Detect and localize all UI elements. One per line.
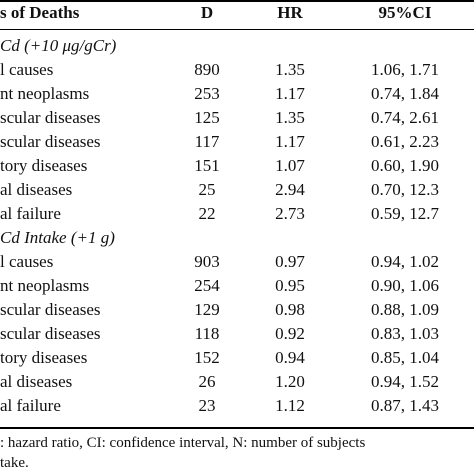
header-cell: D	[200, 3, 214, 22]
table-cell: 0.61, 2.23	[371, 132, 439, 151]
table-cell: 0.95	[275, 276, 305, 295]
table-cell: tory diseases	[0, 348, 88, 367]
header-cell: 95%CI	[378, 3, 432, 22]
table-cell: al diseases	[0, 180, 73, 199]
table-cell: 1.12	[275, 396, 305, 415]
table-cell: 125	[194, 108, 220, 127]
table-cell: 118	[194, 324, 220, 343]
table-cell: 1.17	[275, 84, 305, 103]
table-cell: 151	[194, 156, 220, 175]
table-cell: nt neoplasms	[0, 276, 90, 295]
table-cell: 1.06, 1.71	[371, 60, 439, 79]
header-cell: HR	[277, 3, 303, 22]
table-cell: 0.59, 12.7	[371, 204, 439, 223]
section-title: Cd Intake (+1 g)	[0, 228, 115, 247]
bottom-rule	[0, 427, 474, 429]
table-cell: 0.98	[275, 300, 305, 319]
table-cell: 253	[194, 84, 220, 103]
table-cell: 2.94	[275, 180, 305, 199]
table-cell: 0.94, 1.02	[371, 252, 439, 271]
table-cell: 117	[194, 132, 220, 151]
table-cell: 0.83, 1.03	[371, 324, 439, 343]
table-cell: 1.20	[275, 372, 305, 391]
table-cell: 1.35	[275, 60, 305, 79]
section-title: Cd (+10 μg/gCr)	[0, 36, 117, 55]
top-rule	[0, 0, 474, 2]
table-cell: 0.90, 1.06	[371, 276, 439, 295]
table-cell: scular diseases	[0, 324, 101, 343]
table-cell: 23	[198, 396, 216, 415]
table-cell: 0.88, 1.09	[371, 300, 439, 319]
table-cell: 903	[194, 252, 220, 271]
footnote: take.	[0, 455, 29, 471]
table-cell: l causes	[0, 60, 54, 79]
table-cell: scular diseases	[0, 300, 101, 319]
table-cell: 0.60, 1.90	[371, 156, 439, 175]
table-cell: nt neoplasms	[0, 84, 90, 103]
table-cell: scular diseases	[0, 108, 101, 127]
table-cell: 1.35	[275, 108, 305, 127]
table-cell: scular diseases	[0, 132, 101, 151]
table-cell: 0.97	[275, 252, 305, 271]
table-cell: 0.94, 1.52	[371, 372, 439, 391]
table-cell: al diseases	[0, 372, 73, 391]
header-rule	[0, 29, 474, 30]
table-cell: 2.73	[275, 204, 305, 223]
table-cell: 1.07	[275, 156, 305, 175]
table-cell: 0.70, 12.3	[371, 180, 439, 199]
table-cell: 22	[198, 204, 216, 223]
table-cell: 152	[194, 348, 220, 367]
table-cell: tory diseases	[0, 156, 88, 175]
table-cell: al failure	[0, 396, 61, 415]
table-cell: l causes	[0, 252, 54, 271]
table-cell: 0.74, 2.61	[371, 108, 439, 127]
table-cell: 890	[194, 60, 220, 79]
table-cell: al failure	[0, 204, 61, 223]
table-cell: 0.94	[275, 348, 305, 367]
table-cell: 254	[194, 276, 220, 295]
table-cell: 25	[198, 180, 216, 199]
header-cell: s of Deaths	[0, 3, 80, 22]
table-cell: 0.85, 1.04	[371, 348, 439, 367]
table-cell: 0.87, 1.43	[371, 396, 439, 415]
table-cell: 26	[198, 372, 216, 391]
table-cell: 129	[194, 300, 220, 319]
table-cell: 0.74, 1.84	[371, 84, 439, 103]
footnote: : hazard ratio, CI: confidence interval,…	[0, 435, 366, 451]
table-cell: 1.17	[275, 132, 305, 151]
table-cell: 0.92	[275, 324, 305, 343]
